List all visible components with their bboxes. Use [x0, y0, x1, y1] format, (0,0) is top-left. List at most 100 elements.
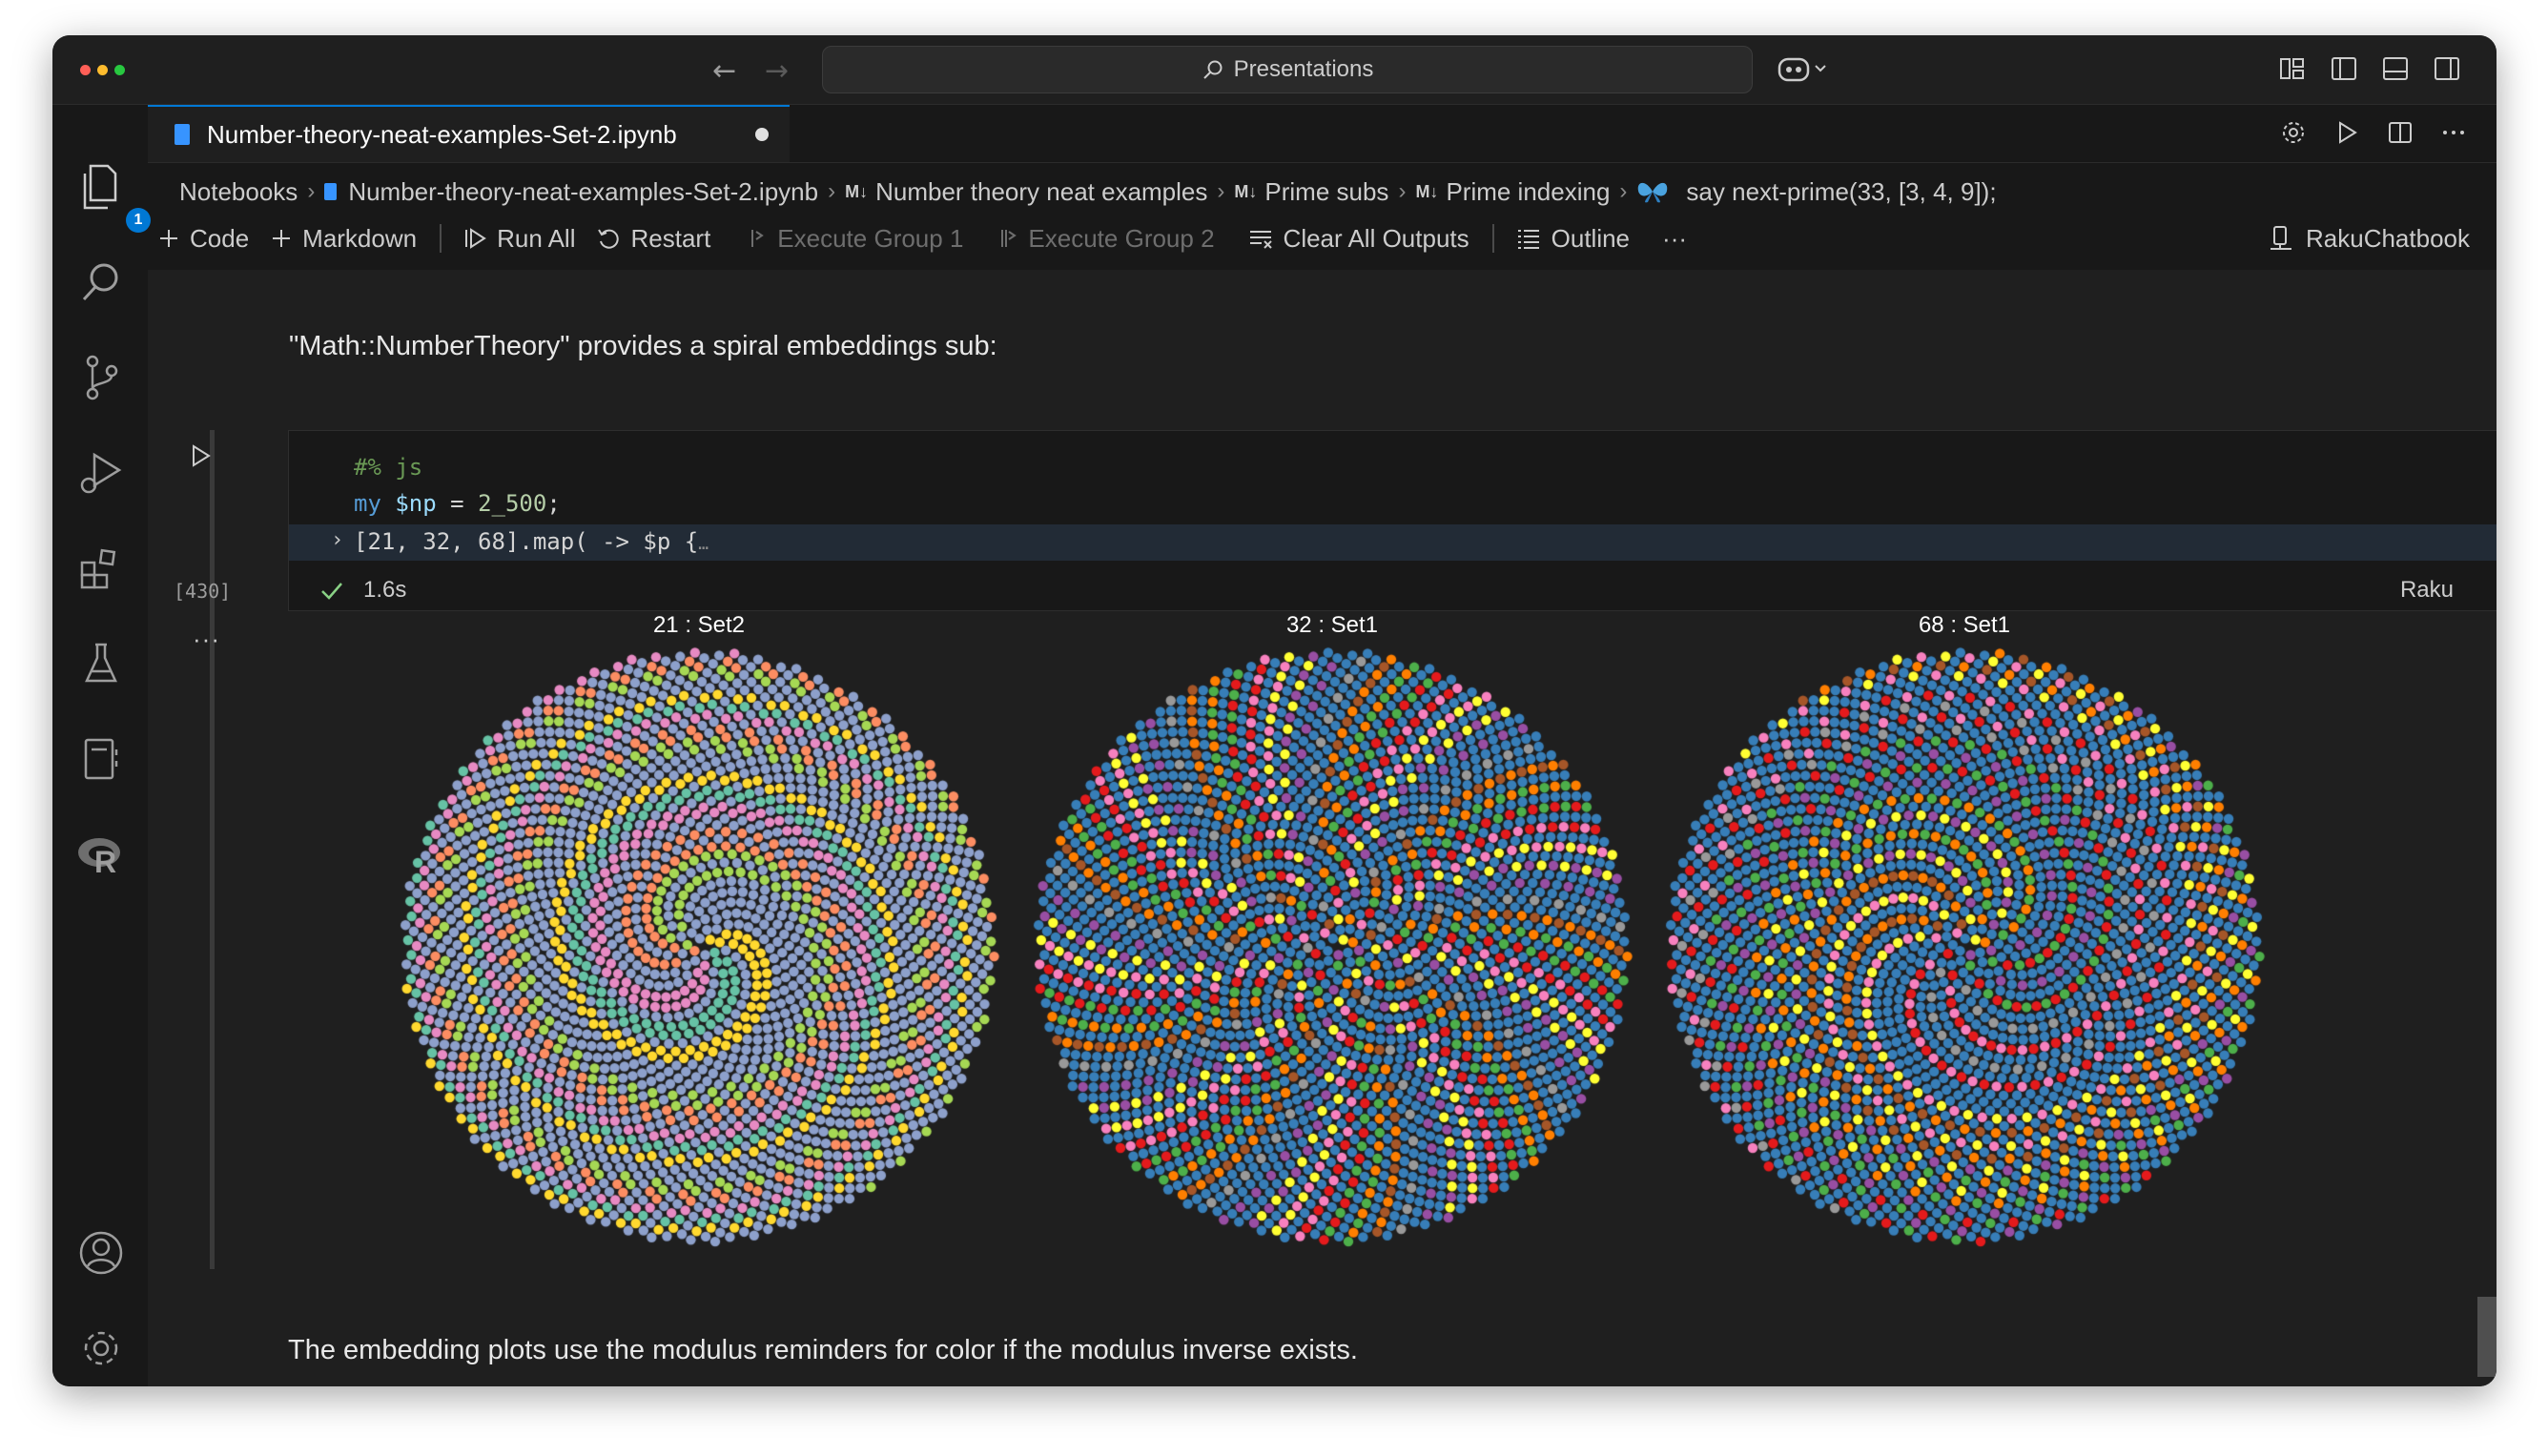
forward-arrow-icon[interactable]: → [765, 54, 790, 88]
spiral-plot-32 [1027, 642, 1637, 1252]
command-center-search[interactable]: Presentations [822, 46, 1753, 93]
code-variable: $np [395, 490, 437, 517]
clear-outputs-icon [1249, 231, 1272, 249]
code-line-magic: #% js [354, 454, 423, 481]
split-editor-icon[interactable] [2386, 118, 2414, 147]
breadcrumb-heading1[interactable]: Number theory neat examples [875, 176, 1208, 206]
maximize-window-button[interactable] [114, 65, 125, 75]
execution-count: [430] [174, 580, 232, 603]
run-and-debug-icon[interactable] [76, 448, 126, 498]
chevron-right-icon: › [1398, 178, 1407, 204]
search-view-icon[interactable] [76, 257, 126, 307]
toggle-secondary-sidebar-icon[interactable] [2433, 54, 2461, 83]
outline-button[interactable]: Outline [1515, 224, 1630, 254]
extensions-icon[interactable] [76, 543, 126, 593]
outline-label: Outline [1551, 223, 1631, 253]
manage-gear-icon[interactable] [76, 1323, 126, 1373]
chevron-right-icon: › [1619, 178, 1628, 204]
notebook-file-icon [324, 183, 338, 200]
activity-bar: 1 R [52, 105, 151, 1386]
breadcrumb-notebooks[interactable]: Notebooks [179, 176, 298, 206]
explorer-icon[interactable]: 1 [76, 162, 151, 233]
fold-ellipsis[interactable]: … [698, 534, 709, 554]
unsaved-dot-icon[interactable] [755, 128, 769, 141]
markdown-icon: M↓ [845, 181, 869, 201]
execute-group-icon [751, 230, 765, 247]
kernel-picker[interactable]: RakuChatbook [2268, 216, 2470, 260]
plus-icon [273, 230, 291, 247]
code-line-map: [21, 32, 68].map( -> $p {… [354, 528, 709, 555]
chevron-right-icon: › [828, 178, 836, 204]
minimize-window-button[interactable] [97, 65, 108, 75]
toggle-panel-icon[interactable] [2381, 54, 2410, 83]
editor-tab-bar: Number-theory-neat-examples-Set-2.ipynb [148, 105, 2497, 163]
spiral-plot-68 [1659, 642, 2270, 1252]
output-more-button[interactable]: ··· [193, 625, 220, 653]
notebook-editor: "Math::NumberTheory" provides a spiral e… [148, 270, 2497, 1386]
vertical-scrollbar[interactable] [2477, 1297, 2497, 1377]
breadcrumb-file[interactable]: Number-theory-neat-examples-Set-2.ipynb [348, 176, 819, 206]
notebook-icon[interactable] [76, 734, 126, 784]
chevron-right-icon: › [1217, 178, 1225, 204]
breadcrumb: Notebooks › Number-theory-neat-examples-… [179, 173, 1997, 211]
add-markdown-cell-button[interactable]: Markdown [270, 224, 417, 254]
execute-group-2-button[interactable]: Execute Group 2 [999, 224, 1215, 254]
restart-label: Restart [630, 223, 711, 253]
notebook-settings-gear-icon[interactable] [2279, 118, 2308, 147]
markdown-cell-intro: "Math::NumberTheory" provides a spiral e… [289, 331, 997, 361]
run-play-icon[interactable] [2332, 118, 2361, 147]
r-extension-icon[interactable]: R [76, 830, 126, 879]
run-all-icon [465, 228, 486, 249]
customize-layout-icon[interactable] [2278, 54, 2307, 83]
execute-group-1-button[interactable]: Execute Group 1 [749, 224, 963, 254]
run-all-label: Run All [497, 223, 576, 253]
cell-language[interactable]: Raku [2399, 577, 2454, 603]
raku-butterfly-icon [1638, 182, 1668, 203]
plot-title-68: 68 : Set1 [1918, 612, 2011, 638]
toolbar-divider [440, 224, 442, 253]
back-arrow-icon[interactable]: ← [712, 54, 737, 88]
notebook-toolbar: Code Markdown Run All Restart Execute Gr… [148, 216, 2497, 260]
accounts-icon[interactable] [76, 1228, 126, 1278]
code-operator: = [436, 490, 479, 517]
execute-group-1-label: Execute Group 1 [777, 223, 964, 253]
svg-text:R: R [94, 845, 116, 875]
run-cell-play-icon[interactable] [186, 441, 215, 470]
close-window-button[interactable] [80, 65, 91, 75]
toolbar-more-button[interactable]: ··· [1662, 224, 1687, 254]
cell-focus-bar [210, 430, 215, 1269]
code-label: Code [190, 223, 250, 253]
notebook-file-icon [175, 124, 190, 145]
breadcrumb-heading2[interactable]: Prime subs [1264, 176, 1389, 206]
source-control-icon[interactable] [76, 353, 126, 402]
restart-icon [598, 229, 620, 249]
plot-title-32: 32 : Set1 [1285, 612, 1379, 638]
testing-flask-icon[interactable] [76, 639, 126, 688]
fold-chevron-icon[interactable]: › [331, 528, 344, 552]
clear-all-outputs-button[interactable]: Clear All Outputs [1247, 224, 1469, 254]
toolbar-divider [1491, 224, 1494, 253]
breadcrumb-code[interactable]: say next-prime(33, [3, 4, 9]); [1686, 176, 1997, 206]
breadcrumb-heading3[interactable]: Prime indexing [1446, 176, 1611, 206]
code-cell[interactable]: #% js my $np = 2_500; › [21, 32, 68].map… [288, 430, 2497, 611]
markdown-label: Markdown [302, 223, 418, 253]
execute-group-icon [1001, 230, 1017, 247]
markdown-icon: M↓ [1234, 181, 1258, 201]
plus-icon [160, 230, 177, 247]
kernel-label: RakuChatbook [2306, 223, 2470, 253]
execution-duration: 1.6s [363, 577, 407, 603]
copilot-icon[interactable] [1776, 54, 1829, 83]
clear-all-outputs-label: Clear All Outputs [1283, 223, 1469, 253]
more-actions-icon[interactable] [2439, 118, 2468, 147]
restart-button[interactable]: Restart [596, 224, 710, 254]
success-check-icon [321, 583, 342, 600]
cell-status: 1.6s [319, 577, 406, 604]
run-all-button[interactable]: Run All [462, 224, 575, 254]
vscode-window: ← → Presentations 1 [52, 35, 2497, 1386]
tab-notebook[interactable]: Number-theory-neat-examples-Set-2.ipynb [148, 105, 790, 162]
markdown-icon: M↓ [1415, 181, 1439, 201]
spiral-plot-21 [394, 642, 1004, 1252]
code-keyword: my [354, 490, 381, 517]
add-code-cell-button[interactable]: Code [157, 224, 249, 254]
toggle-primary-sidebar-icon[interactable] [2330, 54, 2358, 83]
